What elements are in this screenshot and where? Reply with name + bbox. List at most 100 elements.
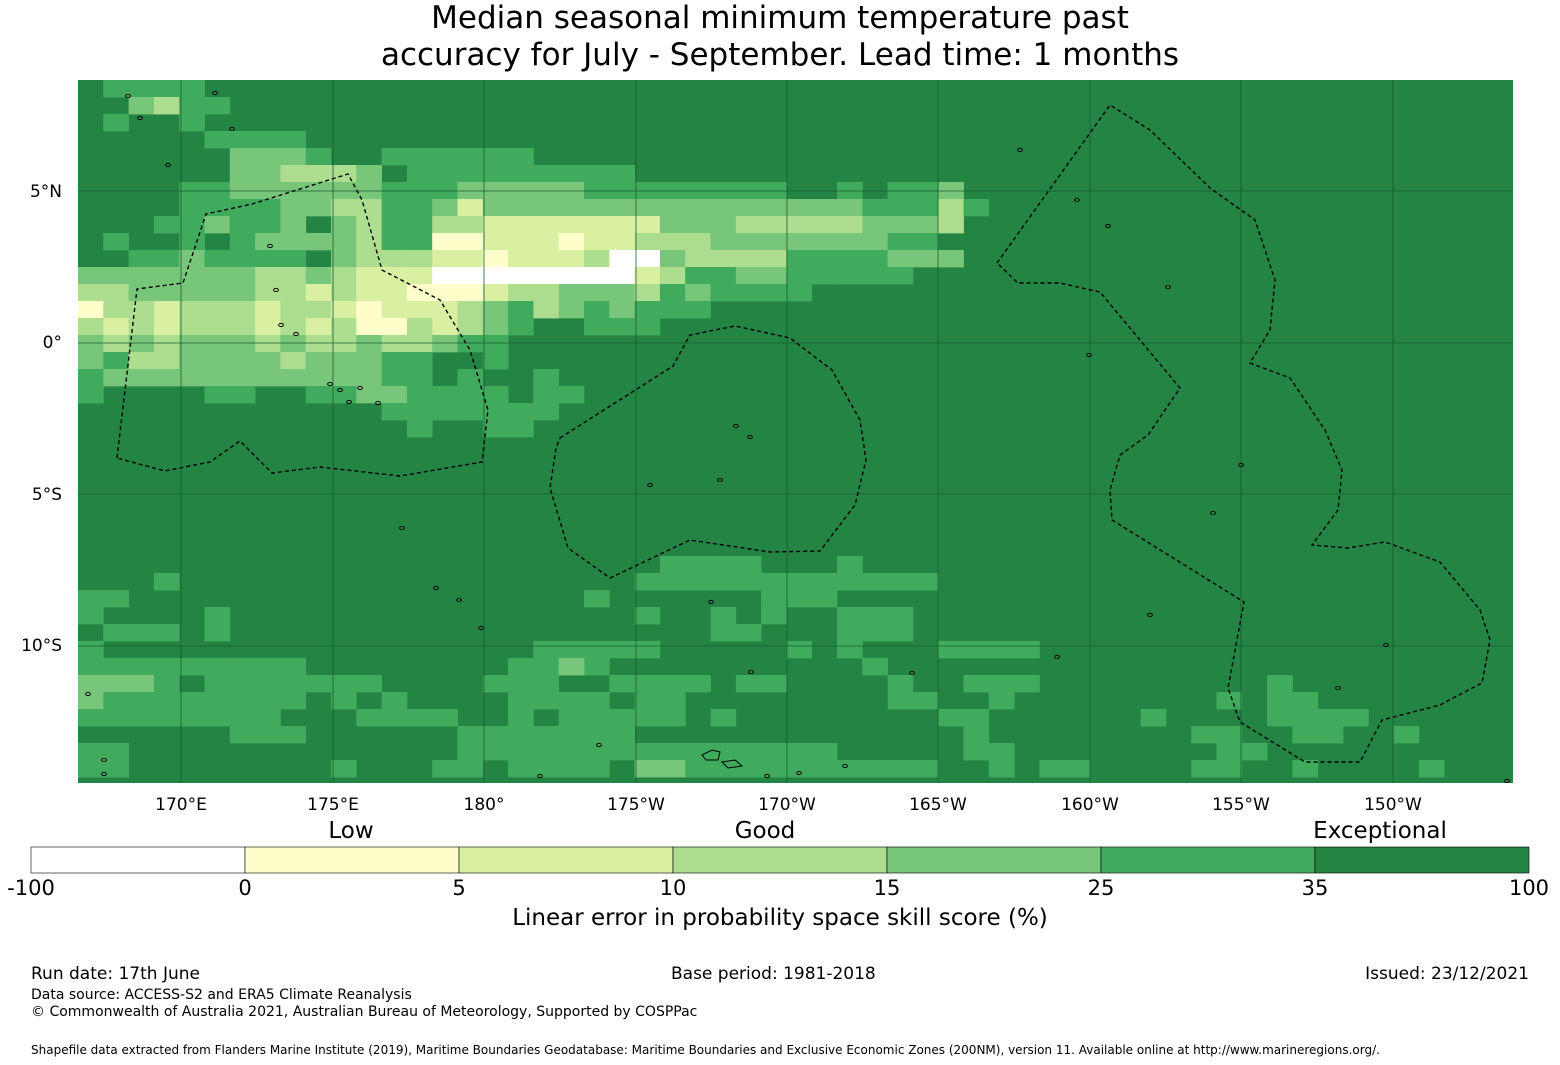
skill-cell <box>482 199 585 217</box>
skill-cell <box>634 573 762 591</box>
island-outline <box>1054 654 1060 660</box>
skill-cell <box>609 675 711 693</box>
skill-cell <box>128 97 155 115</box>
skill-cell <box>457 199 484 217</box>
category-label-low: Low <box>328 818 374 844</box>
skill-cell <box>432 216 484 234</box>
skill-cell <box>406 420 433 438</box>
island-outline <box>478 625 484 631</box>
skill-cell <box>78 743 129 761</box>
skill-cell <box>508 284 560 302</box>
skill-cell <box>508 709 534 727</box>
category-label-exceptional: Exceptional <box>1313 818 1447 844</box>
longitude-labels: 170°E 175°E 180° 175°W 170°W 165°W 160°W… <box>155 795 1422 815</box>
skill-cell <box>331 216 357 234</box>
colorbar-tick-7: 35 <box>1301 876 1329 900</box>
skill-cell <box>482 284 509 302</box>
skill-cell <box>153 335 180 353</box>
skill-cell <box>482 301 509 319</box>
skill-cell <box>381 233 433 251</box>
skill-cell <box>685 284 711 302</box>
skill-cell <box>229 165 281 183</box>
skill-cell <box>963 743 1015 761</box>
lon-label-170w: 170°W <box>758 795 816 815</box>
skill-cell <box>1216 692 1243 710</box>
skill-cell <box>331 760 357 778</box>
skill-cell <box>153 318 180 336</box>
island-outline <box>85 691 91 697</box>
island-outline <box>1383 642 1389 648</box>
skill-cell <box>837 607 914 625</box>
lon-label-180: 180° <box>464 795 505 815</box>
skill-cell <box>179 114 205 132</box>
skill-cell <box>887 692 939 710</box>
island-outline <box>764 773 770 779</box>
skill-cell <box>128 335 155 353</box>
skill-cell <box>558 709 686 727</box>
skill-cell <box>584 267 635 285</box>
skill-cell <box>1191 726 1243 744</box>
skill-cell <box>331 267 357 285</box>
skill-cell <box>103 709 129 727</box>
skill-cell <box>685 760 939 778</box>
skill-cell <box>305 267 332 285</box>
skill-cell <box>811 216 863 234</box>
skill-cell <box>533 386 585 404</box>
skill-cell <box>255 301 281 319</box>
skill-cell <box>204 386 256 404</box>
skill-cell <box>634 284 661 302</box>
title-line-2: accuracy for July - September. Lead time… <box>380 37 1180 73</box>
island-outline <box>909 670 915 676</box>
skill-cell <box>432 318 458 336</box>
skill-cell <box>963 199 990 217</box>
skill-cell <box>103 114 129 132</box>
skill-cell <box>78 284 129 302</box>
skill-cell <box>988 692 1015 710</box>
island-outline <box>796 770 802 776</box>
skill-cell <box>381 352 433 370</box>
skill-cell <box>761 607 787 625</box>
skill-cell <box>432 250 484 268</box>
skill-cell <box>1292 726 1319 744</box>
skill-cell <box>356 318 408 336</box>
island-outline <box>137 115 143 121</box>
skill-cell <box>432 267 534 285</box>
skill-cell <box>153 675 180 693</box>
skill-cell <box>482 420 534 438</box>
skill-cell <box>533 726 635 744</box>
colorbar-tick-1: -100 <box>7 876 55 900</box>
skill-cell <box>78 641 104 659</box>
colorbar-tick-3: 5 <box>452 876 466 900</box>
skill-cell <box>280 335 307 353</box>
shapefile-credit: Shapefile data extracted from Flanders M… <box>31 1043 1380 1057</box>
skill-cell <box>1241 743 1268 761</box>
skill-cell <box>406 165 635 183</box>
skill-cell <box>204 284 256 302</box>
skill-cell <box>1343 709 1369 727</box>
skill-cell <box>406 250 433 268</box>
skill-cell <box>432 403 534 421</box>
skill-cell <box>153 369 205 387</box>
skill-cell <box>482 233 560 251</box>
skill-cell <box>988 675 1015 693</box>
island-outline <box>278 322 284 328</box>
skill-cell <box>609 250 661 268</box>
gridlines <box>78 80 1513 783</box>
colorbar-tick-2: 0 <box>238 876 252 900</box>
skill-cell <box>204 369 307 387</box>
colorbar-swatch-1 <box>30 846 246 874</box>
colorbar-swatch-4 <box>672 846 888 874</box>
lon-label-165w: 165°W <box>909 795 967 815</box>
skill-cell <box>229 658 281 676</box>
island-outline <box>537 773 543 779</box>
skill-cell <box>584 590 610 608</box>
map-plot-area <box>78 80 1513 784</box>
skill-cell <box>331 284 357 302</box>
skill-cell <box>786 250 888 268</box>
skill-cell <box>457 318 484 336</box>
skill-cell <box>381 148 534 166</box>
skill-cell <box>735 675 787 693</box>
skill-cell <box>533 267 585 285</box>
skill-cell <box>229 148 307 166</box>
